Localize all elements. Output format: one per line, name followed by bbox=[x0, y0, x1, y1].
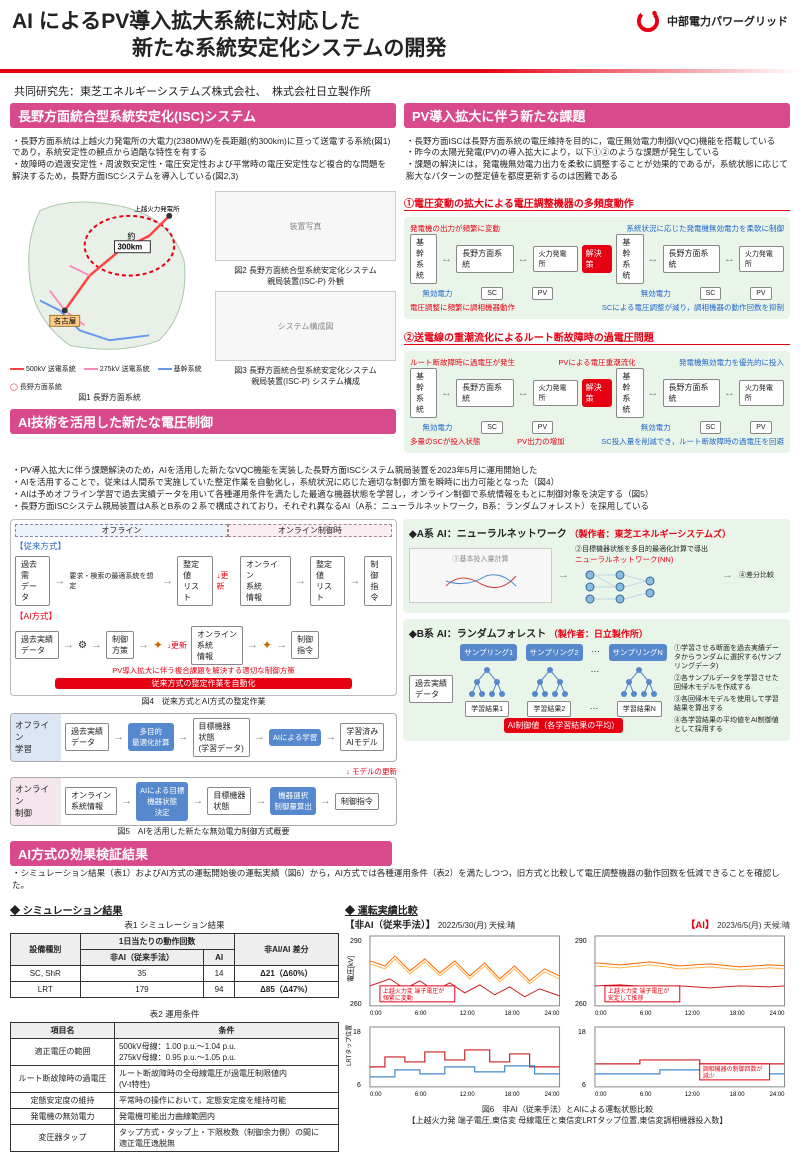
coauthor-line: 共同研究先：東芝エネルギーシステムズ株式会社、 株式会社日立製作所 bbox=[0, 79, 800, 103]
sec2-sub2: ②送電線の重潮流化によるルート断故障時の過電圧問題 bbox=[404, 329, 790, 345]
svg-text:18:00: 18:00 bbox=[505, 1092, 521, 1098]
sec1-body: ・長野方面系統は上越火力発電所の大電力(2380MW)を長距離(約300km)に… bbox=[10, 134, 396, 186]
nn-icon bbox=[575, 565, 675, 605]
sec3-head: AI技術を活用した新たな電圧制御 bbox=[10, 409, 396, 434]
right-column: PV導入拡大に伴う新たな課題 ・長野方面ISCは長野方面系統の電圧維持を目的に，… bbox=[404, 103, 790, 454]
fig5-flow: オフライン 学習 過去実績 データ→ 多目的 最適化計算→ 目標機器 状態 (学… bbox=[10, 713, 397, 826]
sec3-body: ・PV導入拡大に伴う課題解決のため，AIを活用した新たなVQC機能を実装した長野… bbox=[10, 463, 790, 515]
fig1-caption: 図1 長野方面系統 bbox=[10, 392, 209, 403]
svg-text:LRTタップ位置: LRTタップ位置 bbox=[345, 1025, 353, 1066]
sim-subhead: ◆ シミュレーション結果 bbox=[10, 902, 339, 917]
svg-text:24:00: 24:00 bbox=[770, 1092, 786, 1098]
chart-voltage-ai: 290 260 上越火力変 端子電圧が 安定して推移 0:00 6:00 12:00 1… bbox=[570, 931, 790, 1021]
svg-text:減少: 減少 bbox=[703, 1072, 715, 1080]
diagram2: ルート断故障時に過電圧が発生 PVによる電圧重潮流化 発電機無効電力を優先的に投… bbox=[404, 351, 790, 453]
map-figure: 約 300km 名古屋 上越火力発電所 bbox=[10, 191, 209, 360]
sec4-head: AI方式の効果検証結果 bbox=[10, 841, 392, 866]
accent-bar bbox=[0, 69, 800, 73]
table1: 設備種別1日当たりの動作回数非AI/AI 差分 非AI（従来手法）AI SC, … bbox=[10, 933, 339, 998]
company-name: 中部電力パワーグリッド bbox=[667, 13, 788, 29]
svg-text:6: 6 bbox=[357, 1082, 361, 1089]
svg-text:300km: 300km bbox=[117, 243, 142, 252]
comp-subhead: ◆ 運転実績比較 bbox=[345, 902, 790, 917]
svg-text:0:00: 0:00 bbox=[370, 1010, 382, 1016]
svg-text:0:00: 0:00 bbox=[595, 1092, 607, 1098]
page-title: AI によるPV導入拡大系統に対応した 新たな系統安定化システムの開発 bbox=[12, 8, 446, 63]
svg-text:6: 6 bbox=[582, 1082, 586, 1089]
company-logo: 中部電力パワーグリッド bbox=[635, 8, 788, 34]
fig2-photo: 装置写真 bbox=[215, 191, 396, 261]
sec2-body: ・長野方面ISCは長野方面系統の電圧維持を目的に，電圧無効電力制御(VQC)機能… bbox=[404, 134, 790, 186]
b-system-box: ◆B系 AI：ランダムフォレスト （製作者：日立製作所） 過去実績 データ サン… bbox=[403, 619, 790, 741]
svg-text:電圧[kV]: 電圧[kV] bbox=[347, 955, 355, 981]
svg-text:調相機器の制御回数が: 調相機器の制御回数が bbox=[703, 1065, 763, 1073]
chart-voltage-nonai: 290 260 電圧[kV] 上越火力変 端子電圧が 頻繁に変動 0:00 6:00… bbox=[345, 931, 565, 1021]
svg-text:18:00: 18:00 bbox=[730, 1010, 746, 1016]
fig2-caption: 図2 長野方面統合型系統安定化システム 親局装置(ISC-P) 外観 bbox=[215, 265, 396, 287]
svg-text:290: 290 bbox=[575, 937, 587, 944]
svg-text:6:00: 6:00 bbox=[415, 1092, 427, 1098]
svg-text:約: 約 bbox=[127, 231, 135, 241]
svg-text:18:00: 18:00 bbox=[730, 1092, 746, 1098]
map-legend: 500kV 送電系統 275kV 送電系統 基幹系統 ◯長野方面系統 bbox=[10, 364, 209, 392]
header: AI によるPV導入拡大系統に対応した 新たな系統安定化システムの開発 中部電力… bbox=[0, 0, 800, 67]
svg-text:260: 260 bbox=[350, 1000, 362, 1007]
tbl2-caption: 表2 運用条件 bbox=[10, 1008, 339, 1020]
svg-text:12:00: 12:00 bbox=[460, 1010, 476, 1016]
fig6-caption: 図6 非AI（従来手法）とAIによる運転状態比較 【上越火力発 端子電圧,東信変… bbox=[345, 1104, 790, 1126]
sec2-sub1: ①電圧変動の拡大による電圧調整機器の多頻度動作 bbox=[404, 195, 790, 211]
svg-text:上越火力変 端子電圧が: 上越火力変 端子電圧が bbox=[608, 986, 669, 994]
chart-tap-nonai: 18 6 LRTタップ位置 0:00 6:00 12:00 18:00 24:00 bbox=[345, 1022, 565, 1102]
svg-text:0:00: 0:00 bbox=[595, 1010, 607, 1016]
svg-text:18: 18 bbox=[578, 1029, 586, 1036]
diagram1: 発電機の出力が頻繁に変動 系統状況に応じた発電機無効電力を柔軟に制御 基幹 系統… bbox=[404, 217, 790, 319]
svg-text:24:00: 24:00 bbox=[545, 1092, 561, 1098]
svg-text:24:00: 24:00 bbox=[545, 1010, 561, 1016]
sec2-head: PV導入拡大に伴う新たな課題 bbox=[404, 103, 790, 128]
tbl1-caption: 表1 シミュレーション結果 bbox=[10, 919, 339, 931]
svg-text:上越火力発電所: 上越火力発電所 bbox=[134, 204, 180, 213]
svg-text:名古屋: 名古屋 bbox=[54, 316, 77, 326]
tree-icon bbox=[465, 664, 510, 699]
logo-icon bbox=[635, 8, 661, 34]
svg-text:0:00: 0:00 bbox=[370, 1092, 382, 1098]
left-column: 長野方面統合型系統安定化(ISC)システム ・長野方面系統は上越火力発電所の大電… bbox=[10, 103, 396, 454]
svg-text:24:00: 24:00 bbox=[770, 1010, 786, 1016]
fig5-caption: 図5 AIを活用した新たな無効電力制御方式概要 bbox=[10, 826, 397, 837]
svg-text:6:00: 6:00 bbox=[415, 1010, 427, 1016]
fig4-flow: オフライン オンライン制御時 【従来方式】 過去需 データ→ 要求・検索の最適系… bbox=[10, 519, 397, 696]
fig3-caption: 図3 長野方面統合型系統安定化システム 親局装置(ISC-P) システム構成 bbox=[215, 365, 396, 387]
svg-text:12:00: 12:00 bbox=[685, 1092, 701, 1098]
a-system-box: ◆A系 AI：ニューラルネットワーク （製作者：東芝エネルギーシステムズ） ①基… bbox=[403, 519, 790, 613]
svg-text:260: 260 bbox=[575, 1000, 587, 1007]
svg-text:上越火力変 端子電圧が: 上越火力変 端子電圧が bbox=[383, 986, 444, 994]
svg-text:290: 290 bbox=[350, 937, 362, 944]
svg-text:安定して推移: 安定して推移 bbox=[608, 993, 644, 1001]
chart-tap-ai: 18 6 調相機器の制御回数が 減少 0:00 6:00 12:00 18:00 24:0… bbox=[570, 1022, 790, 1102]
svg-text:18:00: 18:00 bbox=[505, 1010, 521, 1016]
svg-text:6:00: 6:00 bbox=[640, 1010, 652, 1016]
table2: 項目名条件 適正電圧の範囲500kV母線：1.00 p.u.～1.04 p.u.… bbox=[10, 1022, 339, 1152]
sec1-head: 長野方面統合型系統安定化(ISC)システム bbox=[10, 103, 396, 128]
svg-text:12:00: 12:00 bbox=[685, 1010, 701, 1016]
svg-text:18: 18 bbox=[353, 1029, 361, 1036]
svg-text:12:00: 12:00 bbox=[460, 1092, 476, 1098]
sec4-body: ・シミュレーション結果（表1）およびAI方式の運転開始後の運転実績（図6）から，… bbox=[10, 866, 790, 894]
fig4-caption: 図4 従来方式とAI方式の整定作業 bbox=[10, 696, 397, 707]
svg-text:頻繁に変動: 頻繁に変動 bbox=[383, 993, 413, 1001]
svg-text:6:00: 6:00 bbox=[640, 1092, 652, 1098]
fig3-diagram: システム構成図 bbox=[215, 291, 396, 361]
